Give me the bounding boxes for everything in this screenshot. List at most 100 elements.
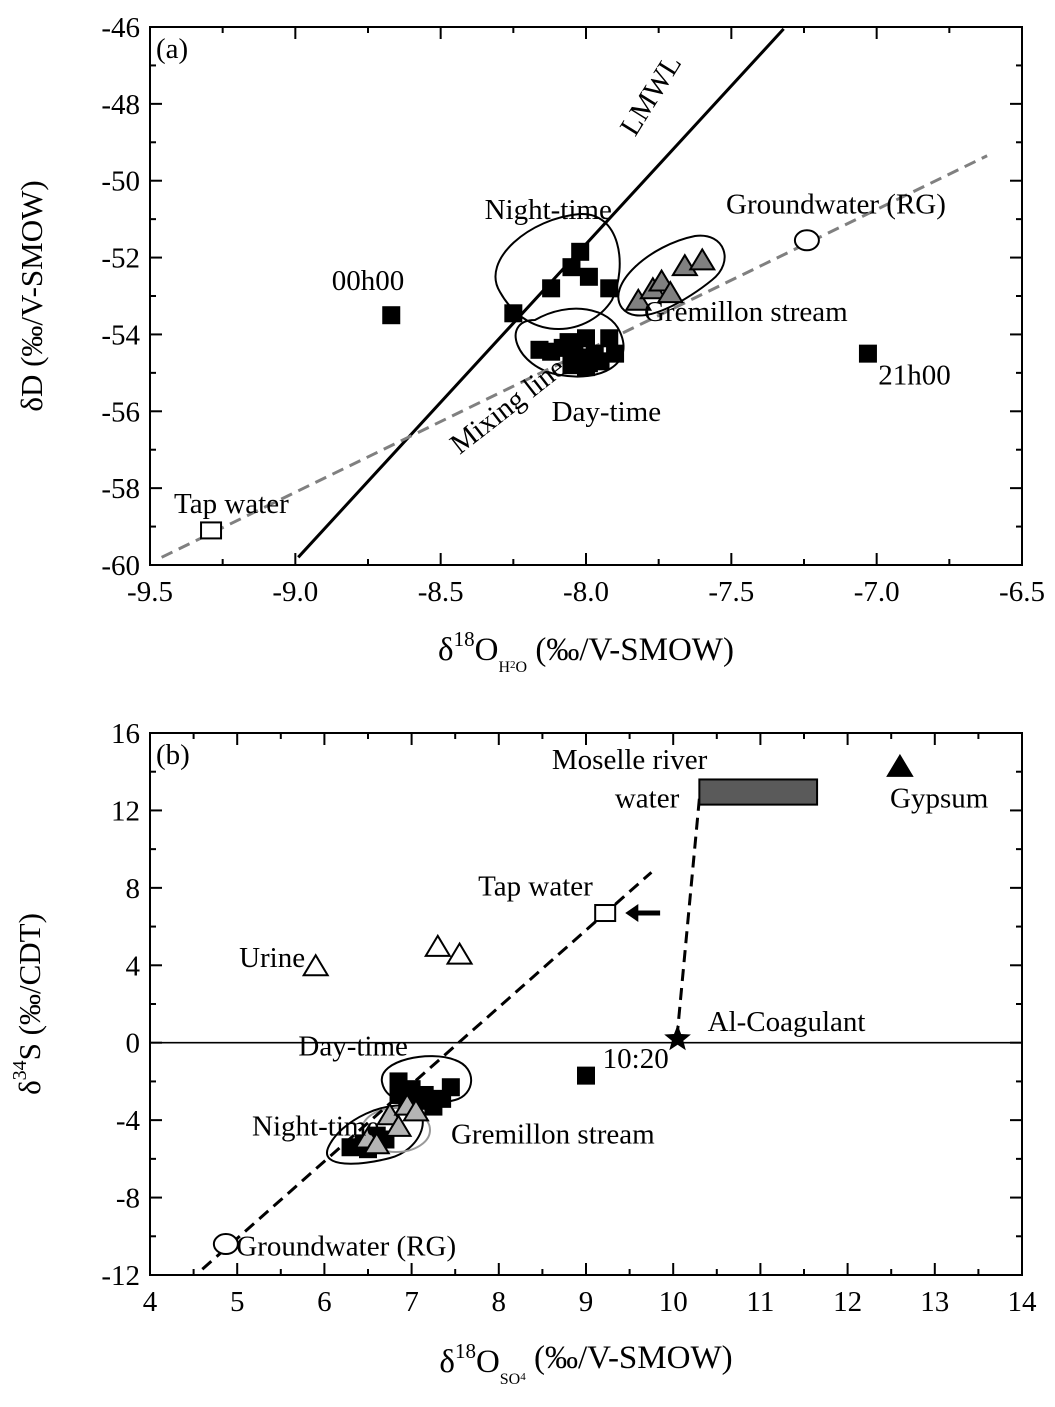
data-point-square (577, 329, 595, 348)
data-point-square (562, 356, 581, 375)
y-tick-label: -8 (116, 1183, 140, 1215)
x-tick-label: 12 (833, 1286, 862, 1318)
data-point-triangle (402, 1098, 430, 1122)
annotation-label: Groundwater (RG) (726, 188, 946, 220)
y-tick-label: 8 (126, 873, 141, 905)
x-label-main: O (475, 632, 499, 668)
y-tick-label: 4 (126, 950, 141, 982)
x-axis-label: δ18OH2O (‰/V-SMOW) (438, 627, 734, 676)
annotation-label: Gremillon stream (644, 296, 848, 328)
data-point-open-square (200, 521, 223, 540)
annotation-label: 21h00 (878, 359, 951, 391)
y-tick-label: -50 (101, 166, 140, 198)
data-point-triangle (624, 287, 653, 311)
annotation-label: Gremillon stream (451, 1118, 655, 1150)
data-point-square (389, 1085, 408, 1104)
data-point-open-square (594, 904, 617, 923)
x-label-delta: δ (439, 1344, 455, 1380)
x-tick-label: -9.0 (272, 576, 318, 608)
annotation-label: water (615, 783, 680, 815)
plot-frame (149, 26, 1023, 566)
y-tick-label: -4 (116, 1105, 141, 1137)
x-label-main: O (476, 1344, 500, 1380)
data-point-square (577, 1066, 595, 1085)
x-tick-label: 6 (317, 1286, 332, 1318)
x-tick-label: -7.0 (854, 576, 900, 608)
annotation-label: Gypsum (890, 783, 989, 815)
y-axis-label: δ34S (‰/CDT) (9, 913, 47, 1095)
data-point-square (441, 1078, 460, 1097)
data-point-square (579, 267, 598, 286)
x-axis-label: δ18OSO4 (‰/V-SMOW) (439, 1339, 732, 1388)
annotation-label: Day-time (298, 1030, 408, 1062)
x-tick-label: 4 (143, 1286, 158, 1318)
data-point-triangle (886, 753, 914, 777)
x-label-sub2: 2 (510, 659, 516, 671)
data-point-open-circle (793, 229, 820, 252)
y-tick-label: -60 (101, 550, 140, 582)
y-axis-label: δD (‰/V-SMOW) (14, 180, 49, 411)
data-point-triangle (362, 1131, 391, 1155)
y-tick-label: 12 (111, 795, 140, 827)
annotation-label: Tap water (174, 488, 289, 520)
plot-area (160, 27, 988, 559)
arrow-head (625, 904, 639, 923)
annotation-label: Tap water (478, 871, 593, 903)
x-tick-label: -8.5 (418, 576, 464, 608)
x-label-sup: 18 (454, 627, 475, 651)
y-label-main: S (‰/CDT) (12, 913, 47, 1060)
data-point-triangle (301, 953, 330, 977)
x-tick-label: 9 (579, 1286, 594, 1318)
x-label-unit: (‰/V-SMOW) (526, 1340, 733, 1376)
data-point-square (600, 279, 619, 298)
line-dashed (201, 871, 653, 1271)
moselle-range-box (698, 778, 819, 806)
data-point-square (504, 304, 523, 323)
data-point-triangle (656, 280, 685, 304)
x-label-sub2: 4 (520, 1371, 526, 1383)
y-tick-label: 0 (126, 1028, 141, 1060)
panel-b: 4 5 6 7 8 9 10 11 12 13 14-12-8-40481216(b)δ18OSO4… (9, 718, 1037, 1388)
annotation-label: LMWL (614, 49, 688, 141)
data-point-open-circle (212, 1233, 239, 1256)
group-outline-day (514, 307, 625, 378)
x-tick-label: 14 (1008, 1286, 1038, 1318)
data-point-square (562, 258, 581, 277)
x-label-sub: H (498, 659, 510, 676)
y-tick-label: -54 (101, 319, 140, 351)
data-point-triangle (445, 941, 474, 965)
data-point-star (664, 1024, 691, 1051)
data-point-triangle (423, 933, 452, 957)
x-tick-label: 8 (492, 1286, 507, 1318)
y-tick-label: -56 (101, 396, 140, 428)
group-outline-night (494, 212, 621, 330)
annotation-label: Night-time (485, 194, 612, 226)
data-point-square (382, 306, 401, 325)
y-label-sup: 34 (9, 1060, 31, 1080)
x-tick-label: 7 (404, 1286, 419, 1318)
y-label-delta: δ (12, 1080, 47, 1095)
panel-a: -9.5 -9.0 -8.5 -8.0 -7.5 -7.0 -6.5 -60 -58 -56 -54… (14, 12, 1045, 676)
y-tick-label: -58 (101, 473, 140, 505)
x-label-delta: δ (438, 632, 454, 668)
x-tick-label: 5 (230, 1286, 245, 1318)
y-tick-label: -12 (101, 1260, 140, 1292)
data-point-square (600, 329, 619, 348)
data-point-triangle (384, 1113, 413, 1137)
panel-label: (a) (156, 33, 188, 65)
group-outline-night (325, 1104, 424, 1165)
annotation-label: Day-time (552, 396, 662, 428)
group-outline-gremillon (617, 234, 726, 317)
annotation-label: Al-Coagulant (708, 1006, 866, 1038)
annotation-label: 00h00 (332, 265, 405, 297)
y-tick-label: -46 (101, 12, 140, 44)
annotation-label: Night-time (252, 1111, 379, 1143)
data-point-square (542, 279, 561, 298)
data-point-square (591, 352, 610, 371)
panel-label: (b) (156, 739, 190, 771)
data-point-square (577, 358, 595, 377)
plot-area (150, 753, 1022, 1271)
x-label-unit: (‰/V-SMOW) (527, 632, 734, 668)
x-tick-label: 13 (920, 1286, 949, 1318)
